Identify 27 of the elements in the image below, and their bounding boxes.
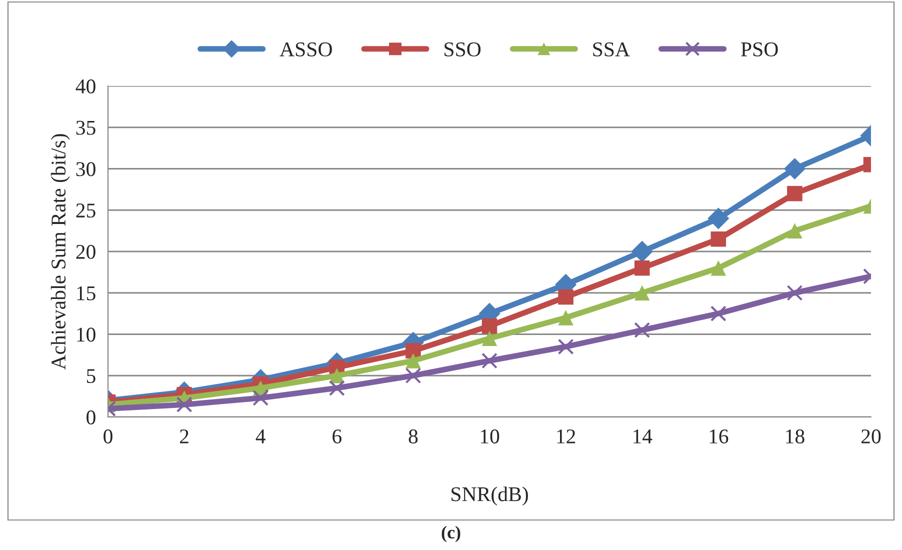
y-tick-label: 15 [77,286,96,300]
y-tick-label: 5 [86,369,96,384]
x-tick-label: 0 [104,429,112,444]
legend-label: PSO [741,42,778,56]
legend-label: SSA [593,42,630,56]
x-tick-label: 12 [557,429,576,444]
x-tick-label: 10 [480,429,500,444]
x-tick-label: 8 [408,429,418,444]
legend-label: ASSO [280,42,332,56]
x-tick-label: 4 [256,430,266,444]
x-tick-label: 2 [180,429,188,444]
x-tick-label: 16 [710,429,728,444]
x-tick-label: 18 [786,429,804,444]
y-tick-label: 40 [76,79,96,94]
x-tick-label: 20 [862,429,881,444]
legend-label: SSO [444,42,481,56]
text: (c) [442,526,460,542]
x-axis-title: SNR(dB) [452,486,528,506]
y-tick-label: 35 [76,120,96,135]
y-axis-title: Achievable Sum Rate (bit/s) [50,134,70,370]
y-tick-label: 25 [76,204,96,218]
x-tick-label: 14 [634,430,652,444]
x-tick-label: 6 [332,429,342,444]
y-tick-label: 0 [86,410,96,424]
y-tick-label: 30 [76,162,96,176]
y-tick-label: 10 [77,328,96,342]
y-tick-label: 20 [76,244,96,259]
